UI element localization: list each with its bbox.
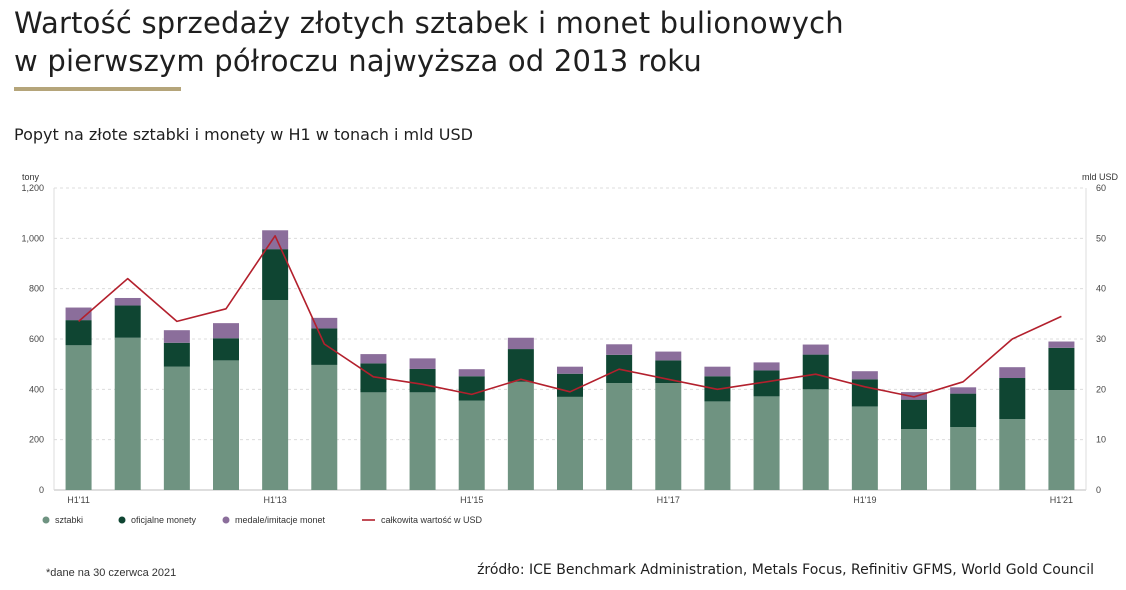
bar-oficjalne-monety: [507, 349, 534, 382]
y-axis-title-left: tony: [22, 172, 40, 182]
y-tick-label-right: 60: [1096, 183, 1106, 193]
bar-medale-imitacje-monet: [802, 344, 829, 355]
bar-oficjalne-monety: [851, 379, 878, 407]
y-tick-label-right: 30: [1096, 334, 1106, 344]
bar-sztabki: [507, 381, 534, 490]
legend-label: sztabki: [55, 515, 83, 525]
bar-oficjalne-monety: [1048, 347, 1075, 391]
bar-sztabki: [753, 396, 780, 490]
bar-oficjalne-monety: [458, 376, 485, 401]
y-tick-label-left: 1,200: [21, 183, 44, 193]
y-tick-label-right: 10: [1096, 435, 1106, 445]
legend-marker: [42, 516, 50, 524]
bar-sztabki: [950, 427, 977, 490]
bar-medale-imitacje-monet: [704, 366, 731, 377]
bar-sztabki: [851, 406, 878, 490]
bar-medale-imitacje-monet: [557, 366, 583, 374]
x-tick-label: H1'17: [657, 495, 680, 505]
bar-oficjalne-monety: [999, 378, 1026, 420]
bar-oficjalne-monety: [114, 305, 141, 338]
y-tick-label-left: 200: [29, 435, 44, 445]
bar-medale-imitacje-monet: [163, 330, 190, 343]
bar-sztabki: [65, 345, 92, 490]
bar-medale-imitacje-monet: [458, 369, 485, 377]
bar-medale-imitacje-monet: [606, 344, 633, 355]
y-tick-label-right: 0: [1096, 485, 1101, 495]
page-title: Wartość sprzedaży złotych sztabek i mone…: [14, 4, 844, 80]
bar-medale-imitacje-monet: [655, 351, 682, 361]
x-tick-label: H1'15: [460, 495, 483, 505]
y-tick-label-right: 40: [1096, 284, 1106, 294]
bar-sztabki: [458, 400, 485, 490]
legend-marker: [118, 516, 126, 524]
bar-sztabki: [802, 389, 829, 490]
bar-sztabki: [311, 364, 338, 490]
legend-marker: [222, 516, 230, 524]
bar-medale-imitacje-monet: [753, 362, 780, 371]
legend-label: medale/imitacje monet: [235, 515, 326, 525]
y-tick-label-left: 600: [29, 334, 44, 344]
bar-medale-imitacje-monet: [311, 317, 338, 329]
bar-sztabki: [360, 392, 387, 490]
bar-oficjalne-monety: [262, 249, 289, 300]
x-tick-label: H1'11: [67, 495, 90, 505]
x-tick-label: H1'21: [1050, 495, 1073, 505]
bar-oficjalne-monety: [163, 342, 190, 367]
bar-sztabki: [1048, 390, 1075, 490]
y-tick-label-left: 0: [39, 485, 44, 495]
bar-sztabki: [262, 299, 289, 490]
bar-sztabki: [901, 429, 927, 490]
bar-medale-imitacje-monet: [213, 323, 239, 339]
source-note: źródło: ICE Benchmark Administration, Me…: [477, 562, 1094, 578]
bar-medale-imitacje-monet: [65, 307, 92, 321]
bar-oficjalne-monety: [409, 368, 436, 393]
bar-medale-imitacje-monet: [950, 387, 977, 394]
bar-sztabki: [704, 401, 731, 490]
bar-medale-imitacje-monet: [999, 367, 1026, 379]
y-axis-title-right: mld USD: [1082, 172, 1119, 182]
bar-medale-imitacje-monet: [360, 354, 387, 364]
bar-sztabki: [114, 337, 141, 490]
footnote: *dane na 30 czerwca 2021: [46, 567, 177, 579]
x-tick-label: H1'13: [264, 495, 287, 505]
bar-sztabki: [163, 366, 190, 490]
bar-sztabki: [409, 392, 436, 490]
y-tick-label-left: 800: [29, 284, 44, 294]
y-tick-label-left: 1,000: [21, 233, 44, 243]
bar-medale-imitacje-monet: [262, 230, 289, 250]
title-underline: [14, 87, 181, 91]
bar-oficjalne-monety: [950, 393, 977, 428]
bar-sztabki: [606, 383, 633, 490]
bar-medale-imitacje-monet: [851, 371, 878, 380]
line-total-value-usd: [78, 235, 1062, 398]
y-tick-label-right: 50: [1096, 233, 1106, 243]
legend-label: całkowita wartość w USD: [381, 515, 483, 525]
bar-oficjalne-monety: [901, 399, 927, 430]
bar-medale-imitacje-monet: [1048, 341, 1075, 348]
x-tick-label: H1'19: [853, 495, 876, 505]
bar-medale-imitacje-monet: [114, 297, 141, 306]
bar-oficjalne-monety: [213, 338, 239, 361]
title-line-2: w pierwszym półroczu najwyższa od 2013 r…: [14, 44, 702, 78]
bar-oficjalne-monety: [65, 320, 92, 346]
bar-sztabki: [213, 360, 239, 490]
legend-label: oficjalne monety: [131, 515, 197, 525]
stacked-bar-chart: 0 200 400 600 800 1,000 1,200 0 10 20 30 40 50 60 tony…: [21, 172, 1119, 525]
bar-sztabki: [655, 383, 682, 490]
bar-sztabki: [999, 419, 1026, 490]
bar-medale-imitacje-monet: [409, 358, 436, 369]
y-tick-label-right: 20: [1096, 384, 1106, 394]
bar-oficjalne-monety: [311, 328, 338, 365]
chart-subtitle: Popyt na złote sztabki i monety w H1 w t…: [14, 125, 473, 144]
bar-oficjalne-monety: [557, 373, 583, 397]
bar-medale-imitacje-monet: [901, 392, 927, 400]
bar-oficjalne-monety: [802, 354, 829, 390]
y-tick-label-left: 400: [29, 384, 44, 394]
title-line-1: Wartość sprzedaży złotych sztabek i mone…: [14, 6, 844, 40]
bar-medale-imitacje-monet: [507, 337, 534, 350]
bar-sztabki: [557, 396, 583, 490]
